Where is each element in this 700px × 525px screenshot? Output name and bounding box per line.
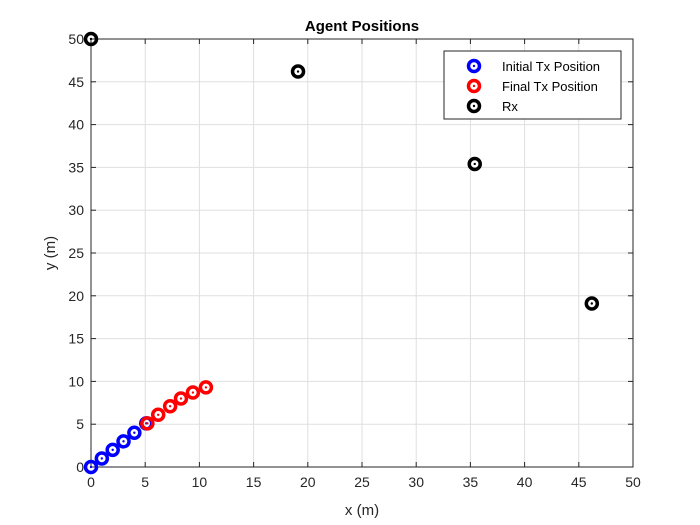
data-point-center (89, 37, 93, 41)
data-point-center (191, 391, 195, 394)
x-tick-label: 50 (625, 474, 641, 490)
data-point-center (204, 386, 208, 389)
axis-ticks: 0 5 10 15 20 25 30 35 40 45 50 0 5 10 15 20 25 30 35 40 45 50 (68, 31, 641, 490)
y-tick-label: 15 (68, 331, 84, 347)
data-point (83, 31, 99, 47)
legend-entry-label: Initial Tx Position (502, 59, 600, 74)
data-point-center (111, 448, 114, 452)
data-point-center (100, 457, 104, 460)
y-tick-label: 50 (68, 31, 84, 47)
y-tick-label: 40 (68, 117, 84, 133)
data-point (185, 385, 201, 400)
legend: Initial Tx Position Final Tx Position Rx (443, 50, 622, 120)
y-axis-label: y (m) (42, 236, 59, 270)
x-tick-label: 20 (300, 474, 316, 490)
data-point-center (146, 422, 149, 425)
data-point-center (473, 162, 476, 166)
y-tick-label: 25 (68, 245, 84, 261)
data-point (467, 156, 482, 172)
data-point (140, 416, 155, 431)
grid-lines (91, 39, 633, 467)
data-point (105, 442, 120, 458)
y-tick-label: 45 (68, 74, 84, 90)
y-tick-label: 30 (68, 202, 84, 218)
data-point (198, 380, 214, 395)
x-tick-label: 30 (408, 474, 424, 490)
chart-title: Agent Positions (305, 18, 419, 35)
data-markers (83, 31, 600, 475)
y-tick-label: 20 (68, 288, 84, 304)
x-tick-label: 45 (571, 474, 587, 490)
legend-marker (466, 78, 482, 94)
legend-marker (466, 98, 482, 114)
data-point-center (122, 440, 125, 443)
x-tick-label: 0 (87, 474, 95, 490)
legend-entry-label: Final Tx Position (502, 79, 598, 94)
data-point-center (157, 413, 160, 416)
x-tick-label: 35 (463, 474, 479, 490)
x-tick-label: 25 (354, 474, 370, 490)
legend-marker-center (472, 104, 476, 108)
series-2 (140, 380, 214, 431)
data-point-center (89, 465, 93, 469)
x-tick-label: 15 (246, 474, 262, 490)
data-point (127, 425, 142, 441)
data-point-center (133, 431, 136, 434)
data-point (83, 459, 99, 475)
data-point-center (168, 405, 172, 408)
legend-marker (466, 58, 482, 74)
data-point (116, 434, 131, 449)
y-tick-label: 10 (68, 373, 84, 389)
x-axis-label: x (m) (345, 502, 379, 519)
data-point (584, 296, 600, 311)
y-tick-label: 5 (76, 416, 84, 432)
y-tick-label: 35 (68, 159, 84, 175)
legend-marker-center (472, 84, 476, 88)
data-point-center (296, 70, 300, 73)
data-point (290, 64, 306, 79)
y-tick-label: 0 (76, 459, 84, 475)
data-point (150, 407, 166, 423)
x-tick-label: 5 (141, 474, 149, 490)
x-tick-label: 10 (192, 474, 208, 490)
legend-marker-center (472, 64, 476, 68)
data-point (173, 391, 189, 406)
legend-entry-label: Rx (502, 99, 518, 114)
data-point (94, 451, 110, 466)
data-point (162, 398, 178, 414)
data-point-center (590, 302, 594, 305)
series-3 (83, 31, 600, 311)
x-tick-label: 40 (517, 474, 533, 490)
data-point-center (179, 397, 183, 400)
